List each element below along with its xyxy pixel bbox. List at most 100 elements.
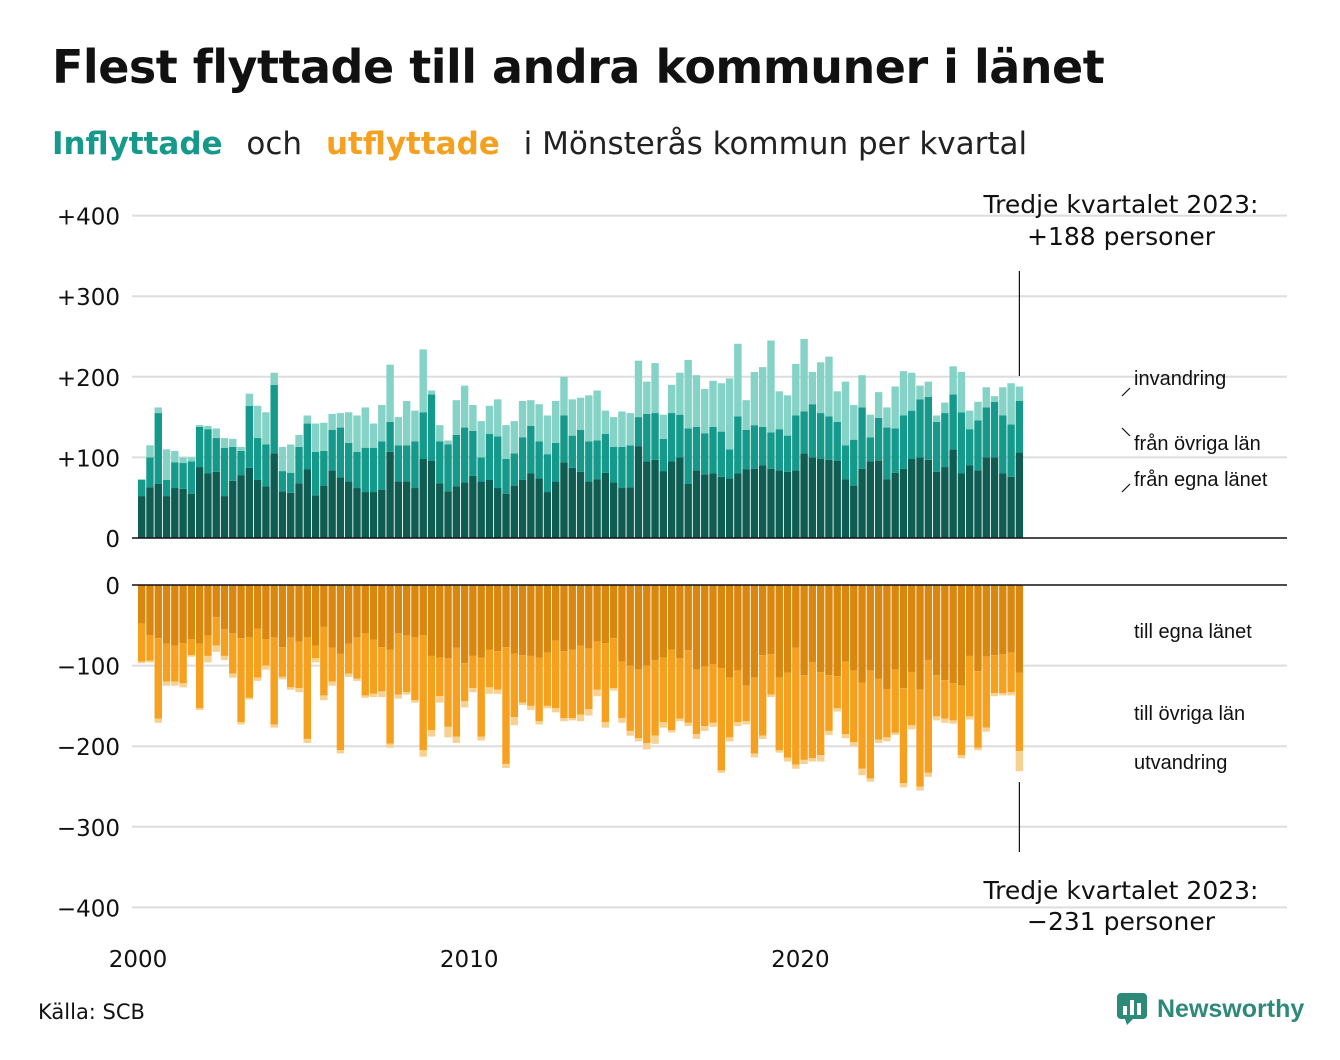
bar-in-egna — [783, 471, 792, 538]
bar-ut-utvandring — [759, 735, 767, 739]
bar-ut-utvandring — [543, 705, 552, 709]
bar-ut-ovriga — [841, 661, 850, 735]
bar-ut-egna — [411, 585, 419, 638]
bar-in-invandring — [667, 384, 676, 414]
bar-in-invandring — [287, 444, 295, 473]
bar-in-invandring — [229, 438, 237, 447]
bar-ut-egna — [734, 585, 742, 671]
bar-in-invandring — [858, 375, 866, 408]
bar-ut-ovriga — [866, 670, 875, 779]
bar-ut-utvandring — [560, 717, 568, 722]
bar-in-egna — [320, 485, 328, 538]
subtitle-inflyttade: Inflyttade — [52, 126, 223, 162]
bar-ut-utvandring — [659, 722, 668, 728]
bar-ut-utvandring — [303, 738, 311, 743]
series-pointer-fran-ovriga-lan — [1121, 427, 1131, 437]
bar-in-invandring — [560, 376, 568, 416]
bar-in-invandring — [841, 381, 850, 446]
bar-ut-utvandring — [833, 708, 841, 712]
bar-ut-ovriga — [874, 678, 883, 740]
bar-in-ovriga — [800, 411, 808, 454]
bar-in-invandring — [850, 405, 858, 440]
bar-ut-ovriga — [593, 641, 601, 690]
bar-ut-ovriga — [386, 649, 394, 744]
bar-in-ovriga — [949, 394, 957, 450]
bar-ut-utvandring — [394, 694, 403, 699]
bar-ut-utvandring — [419, 750, 427, 757]
bar-in-egna — [353, 488, 361, 538]
bar-ut-utvandring — [204, 655, 212, 663]
bar-ut-egna — [402, 585, 411, 636]
bar-ut-ovriga — [767, 654, 775, 695]
bar-ut-utvandring — [187, 655, 196, 657]
bar-in-ovriga — [518, 437, 527, 480]
bar-in-invandring — [552, 400, 560, 443]
bar-in-ovriga — [560, 415, 568, 463]
bar-in-egna — [212, 471, 220, 538]
bar-ut-utvandring — [1015, 751, 1024, 772]
bar-ut-ovriga — [452, 647, 461, 737]
bar-in-invandring — [974, 401, 982, 421]
bar-in-egna — [701, 474, 709, 538]
bar-ut-egna — [651, 585, 659, 660]
bar-in-ovriga — [999, 415, 1007, 474]
bar-in-egna — [684, 483, 692, 538]
bar-ut-ovriga — [692, 669, 701, 735]
bar-ut-ovriga — [734, 670, 742, 723]
bar-in-invandring — [908, 372, 916, 411]
bar-in-egna — [287, 492, 295, 538]
bar-ut-ovriga — [278, 647, 287, 677]
bar-ut-egna — [328, 585, 336, 648]
bar-in-ovriga — [908, 410, 916, 460]
bar-ut-egna — [783, 585, 792, 673]
newsworthy-logo[interactable]: Newsworthy — [1117, 993, 1304, 1025]
bar-ut-egna — [767, 585, 775, 655]
bar-ut-ovriga — [510, 653, 518, 718]
bar-in-egna — [792, 470, 800, 538]
bar-ut-egna — [982, 585, 990, 657]
bar-in-egna — [800, 453, 808, 538]
bar-in-ovriga — [585, 441, 593, 482]
bar-ut-utvandring — [924, 772, 932, 777]
bar-ut-egna — [701, 585, 709, 667]
bar-ut-egna — [874, 585, 883, 679]
bar-in-egna — [311, 495, 320, 538]
bar-ut-egna — [841, 585, 850, 662]
bar-ut-utvandring — [146, 660, 154, 663]
bar-ut-utvandring — [369, 693, 378, 698]
bar-ut-ovriga — [667, 649, 676, 731]
bar-in-invandring — [361, 407, 369, 448]
bar-ut-ovriga — [229, 633, 237, 674]
bar-ut-egna — [394, 585, 403, 634]
bar-ut-egna — [212, 585, 220, 618]
bar-in-invandring — [527, 400, 535, 426]
bar-ut-egna — [717, 585, 725, 669]
bar-in-ovriga — [270, 384, 278, 454]
bar-in-invandring — [179, 457, 187, 464]
bar-in-egna — [941, 467, 949, 538]
bar-ut-utvandring — [974, 747, 982, 751]
bar-in-egna — [932, 471, 941, 538]
bar-ut-egna — [336, 585, 345, 654]
bar-ut-ovriga — [982, 656, 990, 728]
bar-in-egna — [270, 453, 278, 538]
bar-in-ovriga — [419, 412, 427, 460]
bar-in-ovriga — [378, 441, 386, 490]
bar-in-invandring — [833, 391, 841, 422]
bar-ut-egna — [568, 585, 576, 650]
bar-ut-utvandring — [899, 783, 908, 788]
bar-in-ovriga — [411, 441, 419, 489]
bar-in-egna — [841, 479, 850, 538]
bar-in-ovriga — [1015, 400, 1024, 453]
bar-in-invandring — [154, 407, 162, 414]
bar-ut-ovriga — [626, 665, 634, 731]
y-tick-label-upper: +200 — [57, 366, 120, 392]
bar-ut-egna — [543, 585, 552, 653]
bar-in-ovriga — [345, 442, 353, 482]
bar-ut-utvandring — [345, 673, 353, 677]
series-label-fran-egna-lanet: från egna länet — [1134, 469, 1268, 491]
bar-ut-egna — [775, 585, 783, 678]
y-tick-label-upper: 0 — [105, 527, 120, 553]
bar-in-invandring — [378, 405, 386, 442]
bar-in-ovriga — [1007, 424, 1015, 477]
